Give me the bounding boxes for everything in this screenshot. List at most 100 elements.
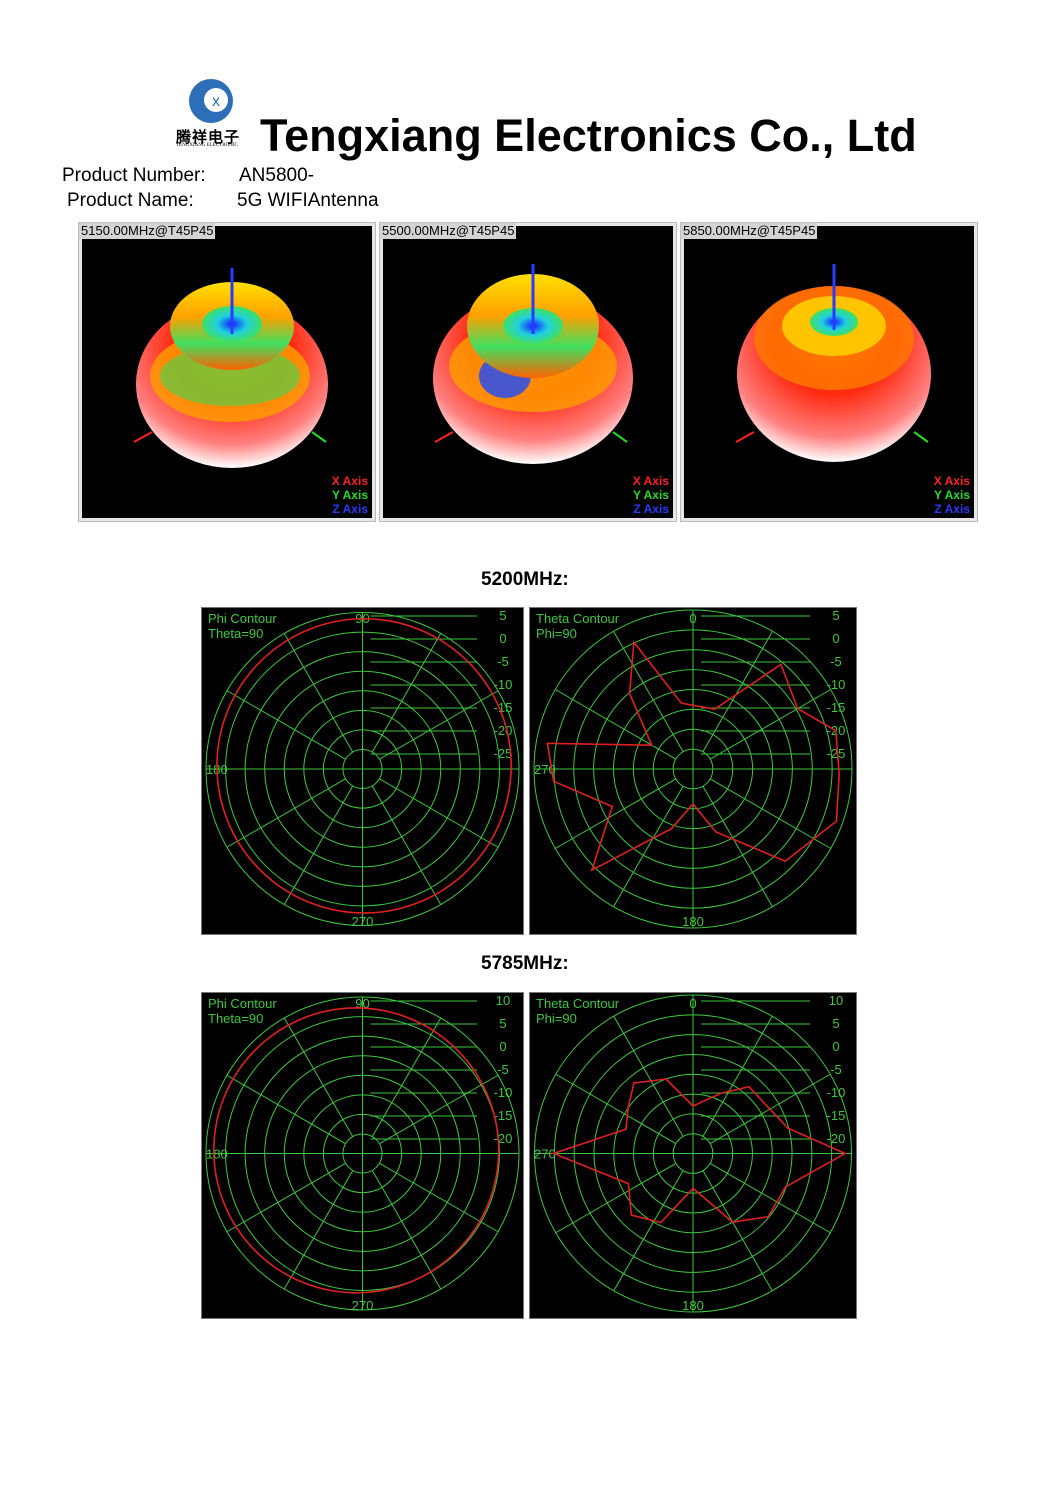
- grid-spoke: [379, 1162, 499, 1233]
- grid-spoke: [709, 689, 831, 760]
- contour-sublabel: Theta=90: [208, 626, 263, 641]
- scale-label: -5: [497, 654, 509, 669]
- scale-label: -20: [494, 723, 513, 738]
- scale-label: -15: [494, 1108, 513, 1123]
- axis-legend: X Axis Y Axis Z Axis: [332, 474, 368, 516]
- scale-label: -15: [827, 700, 846, 715]
- grid-spoke: [702, 785, 773, 907]
- grid-spoke: [371, 1170, 442, 1290]
- theta-contour-chart-5785: 10 5 0 -5 -10 -15 -20 Theta Contour Phi=90 0 270 18…: [529, 992, 857, 1319]
- pattern-trace: [216, 617, 512, 914]
- theta-contour-chart-5200: 5 0 -5 -10 -15 -20 -25 Theta Contour Phi=90 0 270 1…: [529, 607, 857, 935]
- grid-spoke: [613, 1170, 684, 1292]
- x-axis-legend: X Axis: [933, 474, 970, 488]
- scale-label: 5: [499, 608, 506, 623]
- scale-label: -15: [494, 700, 513, 715]
- pattern-3d-panel-5500: X Axis Y Axis Z Axis 5500.00MHz@T45P45: [379, 222, 677, 522]
- product-name-value: 5G WIFIAntenna: [237, 190, 379, 211]
- svg-text:x: x: [212, 93, 220, 110]
- contour-label: Theta Contour: [536, 996, 620, 1011]
- grid-spoke: [371, 785, 442, 905]
- pattern-trace: [546, 640, 841, 872]
- pattern-3d-panel-5150: X Axis Y Axis Z Axis 5150.00MHz@T45P45: [78, 222, 376, 522]
- pattern-3d-panel-5850: X Axis Y Axis Z Axis 5850.00MHz@T45P45: [680, 222, 978, 522]
- grid-spoke: [555, 778, 677, 849]
- scale-label: 5: [832, 1016, 839, 1031]
- pattern-3d-view: X Axis Y Axis Z Axis: [383, 226, 673, 518]
- pattern-3d-view: X Axis Y Axis Z Axis: [82, 226, 372, 518]
- angle-label-left: 270: [534, 1147, 556, 1162]
- scale-label: -25: [494, 746, 513, 761]
- scale-label: -20: [827, 1131, 846, 1146]
- angle-label-left: 180: [206, 1147, 228, 1162]
- section-title-5200: 5200MHz:: [481, 569, 569, 590]
- product-name-label: Product Name:: [67, 190, 194, 211]
- angle-label-bottom: 270: [352, 1298, 374, 1313]
- grid-spoke: [702, 1015, 773, 1137]
- y-axis-legend: Y Axis: [331, 488, 368, 502]
- grid-spoke: [283, 633, 354, 753]
- grid-spoke: [226, 778, 346, 848]
- angle-label-top: 0: [689, 611, 696, 626]
- y-axis-legend: Y Axis: [933, 488, 970, 502]
- z-axis-legend: Z Axis: [332, 502, 368, 516]
- grid-spoke: [371, 1017, 442, 1137]
- contour-label: Theta Contour: [536, 611, 620, 626]
- contour-sublabel: Theta=90: [208, 1011, 263, 1026]
- grid-spoke: [613, 631, 684, 753]
- pattern-caption: 5500.00MHz@T45P45: [380, 223, 517, 239]
- grid-spoke: [613, 785, 684, 907]
- product-number-label: Product Number:: [62, 165, 206, 186]
- grid-spoke: [702, 631, 773, 753]
- x-axis-legend: X Axis: [632, 474, 669, 488]
- scale-label: -10: [494, 1085, 513, 1100]
- angle-label-bottom: 180: [682, 1298, 704, 1313]
- scale-label: 5: [499, 1016, 506, 1031]
- grid-spoke: [283, 1170, 354, 1290]
- grid-spoke: [226, 690, 346, 760]
- axis-legend: X Axis Y Axis Z Axis: [934, 474, 970, 516]
- radiation-3d-graphic: [132, 266, 330, 470]
- radiation-3d-graphic: [734, 262, 933, 464]
- grid-spoke: [379, 778, 499, 848]
- grid-spoke: [371, 633, 442, 753]
- grid-spoke: [379, 1074, 499, 1145]
- contour-sublabel: Phi=90: [536, 626, 577, 641]
- radiation-3d-graphic: [431, 262, 635, 466]
- grid-spoke: [555, 1162, 677, 1234]
- angle-label-bottom: 270: [352, 914, 374, 929]
- grid-spoke: [555, 1073, 677, 1145]
- z-axis-legend: Z Axis: [633, 502, 669, 516]
- scale-label: -25: [827, 746, 846, 761]
- grid-spoke: [709, 1162, 831, 1234]
- grid-spoke: [283, 785, 354, 905]
- scale-label: -10: [827, 677, 846, 692]
- axis-legend: X Axis Y Axis Z Axis: [633, 474, 669, 516]
- company-logo: x: [186, 76, 236, 126]
- grid-spoke: [709, 778, 831, 849]
- grid-spoke: [226, 1074, 346, 1145]
- z-axis-legend: Z Axis: [934, 502, 970, 516]
- logo-chinese-text: 腾祥电子: [176, 129, 241, 146]
- angle-label-bottom: 180: [682, 914, 704, 929]
- scale-label: 10: [496, 993, 510, 1008]
- contour-label: Phi Contour: [208, 611, 277, 626]
- phi-contour-chart-5200: 5 0 -5 -10 -15 -20 -25 Phi Contour Theta=90 90 180…: [201, 607, 524, 935]
- section-title-5785: 5785MHz:: [481, 953, 569, 974]
- pattern-trace: [551, 1078, 847, 1224]
- scale-label: 0: [832, 1039, 839, 1054]
- grid-spoke: [226, 1162, 346, 1233]
- company-name: Tengxiang Electronics Co., Ltd: [260, 110, 917, 161]
- scale-label: -10: [494, 677, 513, 692]
- logo-english-text: TENGXIANG ELECTRONIC: [176, 143, 238, 148]
- contour-sublabel: Phi=90: [536, 1011, 577, 1026]
- pattern-caption: 5150.00MHz@T45P45: [79, 223, 216, 239]
- scale-label: 0: [499, 631, 506, 646]
- angle-label-top: 0: [689, 996, 696, 1011]
- grid-spoke: [702, 1170, 773, 1292]
- grid-spoke: [283, 1017, 354, 1137]
- grid-spoke: [613, 1015, 684, 1137]
- y-axis-legend: Y Axis: [632, 488, 669, 502]
